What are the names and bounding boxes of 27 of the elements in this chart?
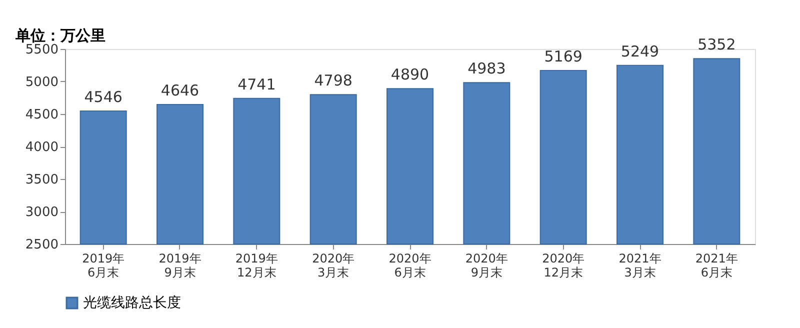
x-tick-label: 2021年 6月末 [695,252,738,280]
data-label: 5352 [698,36,736,54]
y-tick-label: 3000 [25,205,58,220]
x-tick-label: 2019年 6月末 [82,252,125,280]
data-label: 5249 [620,42,660,60]
y-tick-label: 4000 [25,140,58,155]
y-tick-label: 3500 [25,172,58,188]
data-label: 5169 [544,48,582,66]
x-tick-label: 2019年 12月末 [235,252,278,280]
data-label: 4741 [238,75,276,94]
x-tick-label: 2020年 6月末 [388,252,432,280]
x-tick-label: 2020年 9月末 [465,252,508,280]
data-label: 4890 [390,66,430,84]
data-label: 4798 [314,72,352,90]
y-tick-label: 5500 [25,42,58,58]
x-tick-label: 2020年 12月末 [542,252,585,280]
data-label: 4546 [84,88,122,106]
y-tick-label: 2500 [25,238,58,252]
x-tick-label: 2021年 3月末 [618,252,662,280]
x-tick-label: 2020年 3月末 [312,252,355,280]
x-tick-label: 2019年 9月末 [158,252,202,280]
y-axis-title: 单位：万公里 [14,26,106,44]
y-tick-label: 5000 [25,75,58,90]
y-tick-label: 4500 [25,108,58,122]
legend-label: 光缆线路总长度 [83,295,181,311]
data-label: 4646 [160,82,200,100]
data-label: 4983 [468,60,506,78]
